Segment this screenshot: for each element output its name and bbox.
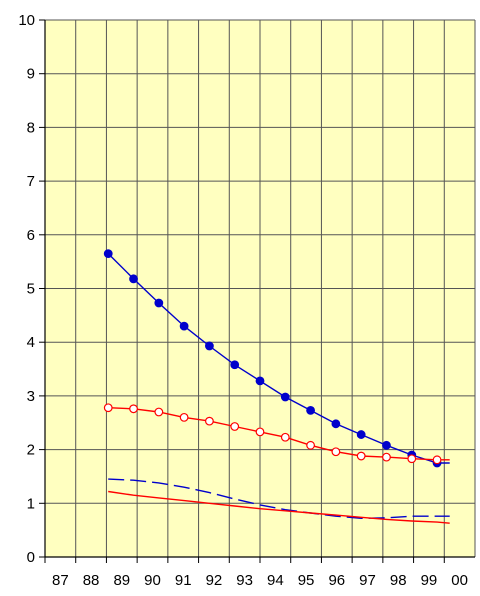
x-tick-label: 88 [83,572,100,589]
x-tick-label: 94 [267,572,284,589]
series-2-point [331,447,341,457]
x-tick-label: 96 [328,572,345,589]
y-tick-label: 4 [27,334,35,351]
series-2-point [280,432,290,442]
x-tick-label: 95 [298,572,315,589]
series-1-point [129,274,138,284]
series-1-point [154,298,164,308]
series-2-point [255,427,265,437]
y-tick-label: 9 [27,66,35,83]
x-tick-label: 89 [113,572,130,589]
y-tick-label: 6 [27,227,35,244]
series-1-point [230,360,240,370]
series-2-point [179,412,189,422]
x-tick-label: 87 [52,572,69,589]
axes [39,19,475,563]
series-1-point [356,430,366,439]
series-2-point [432,455,442,465]
x-tick-label: 91 [175,572,192,589]
y-tick-label: 10 [18,12,35,29]
y-tick-label: 2 [27,442,35,459]
x-tick-label: 97 [359,572,376,589]
y-tick-label: 5 [27,281,35,298]
series-1-point [103,249,113,258]
x-tick-label: 92 [206,572,223,589]
series-line-3 [108,478,450,520]
series-2-point [103,403,113,413]
series-1-point [382,440,391,450]
y-tick-label: 7 [27,173,35,190]
series-1-point [306,405,315,415]
series-2-point [356,451,366,461]
series-2-point [306,440,315,450]
series-2-point [382,452,391,462]
series-1-point [205,341,214,351]
series-1-point [255,376,265,386]
x-tick-label: 90 [144,572,161,589]
series-2-point [205,416,214,426]
series-line-4 [108,490,450,524]
y-tick-label: 0 [27,549,35,566]
series-1-point [331,419,341,429]
y-tick-label: 8 [27,119,35,136]
series-1-point [280,392,290,402]
gridlines [44,19,476,558]
x-tick-label: 98 [390,572,407,589]
series-2-point [407,454,417,464]
y-tick-label: 3 [27,388,35,405]
series-layer [103,249,450,524]
x-tick-label: 93 [236,572,253,589]
series-2-point [154,407,164,417]
x-tick-label: 99 [421,572,438,589]
series-1-point [179,321,189,331]
series-2-point [230,422,240,431]
y-tick-label: 1 [27,495,35,512]
series-2-point [129,404,138,414]
x-tick-label: 00 [451,572,468,589]
